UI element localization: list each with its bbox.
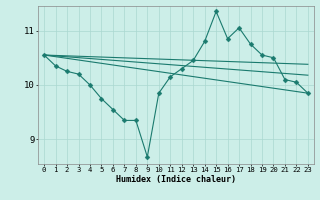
X-axis label: Humidex (Indice chaleur): Humidex (Indice chaleur) [116, 175, 236, 184]
